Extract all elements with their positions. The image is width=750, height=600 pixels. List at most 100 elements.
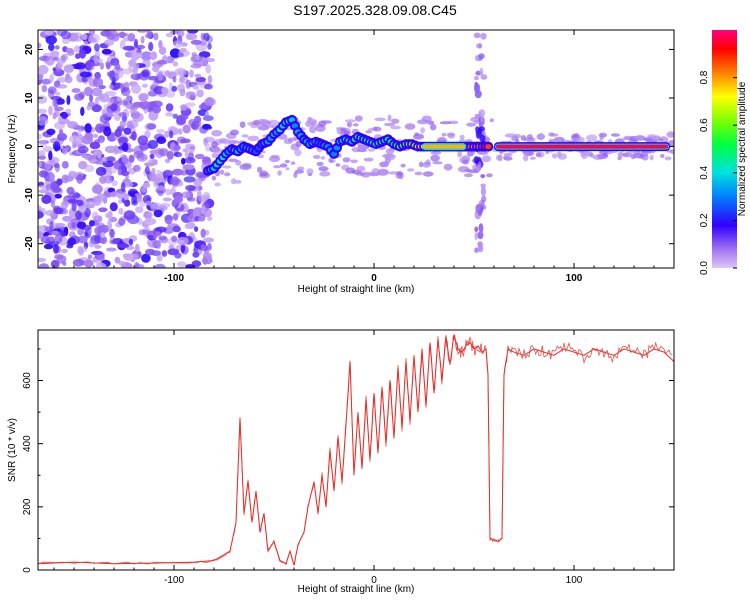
- streak-blob: [474, 247, 479, 253]
- noise-blob: [146, 30, 152, 39]
- noise-blob: [138, 141, 149, 152]
- noise-blob: [182, 124, 191, 134]
- halo-blob: [345, 167, 356, 174]
- noise-blob: [170, 30, 180, 35]
- halo-blob: [365, 130, 373, 134]
- snr-line-detail: [38, 334, 673, 567]
- snr-series: [38, 334, 674, 567]
- noise-blob: [153, 209, 163, 218]
- noise-blob: [71, 201, 77, 212]
- noise-blob: [202, 252, 212, 260]
- noise-blob: [114, 63, 121, 70]
- halo-blob: [430, 154, 440, 162]
- noise-blob: [180, 138, 191, 144]
- noise-blob: [147, 237, 158, 248]
- noise-blob: [48, 150, 53, 161]
- spectral-ridge: [203, 114, 670, 176]
- noise-blob: [177, 114, 189, 121]
- noise-blob: [48, 105, 53, 116]
- noise-blob: [145, 200, 153, 206]
- noise-blob: [91, 104, 102, 113]
- noise-blob: [56, 178, 63, 186]
- halo-blob: [309, 126, 317, 134]
- noise-blob: [81, 135, 94, 145]
- halo-blob: [391, 118, 400, 124]
- noise-blob: [156, 128, 165, 134]
- streak-blob: [480, 183, 487, 188]
- colorbar-tick-label: 0.0: [699, 261, 710, 275]
- noise-blob: [135, 243, 140, 253]
- halo-blob: [556, 151, 562, 158]
- noise-blob: [50, 200, 56, 208]
- halo-blob: [536, 133, 545, 141]
- noise-blob: [79, 205, 87, 214]
- halo-blob: [340, 128, 347, 132]
- noise-blob: [131, 83, 142, 94]
- halo-blob: [529, 156, 536, 160]
- noise-blob: [140, 186, 147, 193]
- noise-blob: [141, 70, 150, 77]
- halo-blob: [319, 171, 331, 177]
- y-tick-label: -10: [24, 187, 35, 202]
- noise-blob: [92, 77, 104, 88]
- halo-blob: [328, 157, 334, 163]
- noise-blob: [67, 237, 76, 246]
- noise-blob: [149, 153, 155, 159]
- halo-blob: [441, 132, 447, 137]
- halo-blob: [457, 151, 463, 158]
- noise-blob: [77, 145, 89, 154]
- noise-blob: [151, 100, 163, 108]
- noise-blob: [145, 165, 150, 175]
- noise-blob: [118, 207, 124, 215]
- noise-blob: [72, 192, 81, 199]
- noise-blob: [164, 214, 173, 225]
- noise-blob: [92, 195, 101, 206]
- noise-blob: [38, 108, 47, 114]
- noise-blob: [95, 123, 105, 134]
- halo-blob: [414, 171, 423, 176]
- noise-blob: [164, 158, 171, 164]
- halo-blob: [284, 159, 290, 164]
- noise-blob: [185, 143, 196, 150]
- x-tick-label: 100: [566, 273, 583, 284]
- noise-blob: [198, 216, 206, 222]
- noise-blob: [60, 231, 66, 237]
- noise-blob: [123, 193, 129, 201]
- noise-blob: [83, 40, 89, 47]
- noise-blob: [185, 102, 196, 107]
- noise-blob: [184, 151, 189, 158]
- halo-blob: [504, 133, 517, 138]
- noise-blob: [111, 180, 118, 187]
- noise-blob: [155, 231, 162, 237]
- noise-blob: [67, 121, 78, 129]
- halo-blob: [586, 134, 598, 142]
- noise-blob: [38, 42, 42, 48]
- halo-blob: [320, 156, 326, 160]
- snr-ticks: -100 0 100 0 200 400 600: [22, 330, 675, 586]
- noise-blob: [66, 95, 71, 106]
- halo-blob: [464, 173, 473, 178]
- noise-blob: [52, 112, 57, 120]
- streak-blob: [478, 119, 485, 126]
- halo-blob: [346, 121, 352, 128]
- halo-blob: [481, 155, 491, 163]
- halo-blob: [404, 123, 416, 130]
- noise-blob: [121, 142, 129, 152]
- noise-blob: [124, 199, 131, 207]
- noise-blob: [71, 88, 81, 93]
- streak-blob: [478, 43, 482, 49]
- noise-blob: [194, 73, 202, 78]
- noise-blob: [172, 40, 184, 48]
- streak-blob: [479, 224, 484, 234]
- noise-blob: [42, 145, 53, 153]
- halo-blob: [277, 170, 282, 176]
- noise-blob: [200, 244, 206, 250]
- noise-blob: [98, 207, 108, 213]
- halo-blob: [597, 154, 606, 159]
- halo-blob: [486, 173, 493, 178]
- streak-blob: [474, 84, 481, 92]
- ridge-core: [291, 123, 299, 129]
- noise-blob: [79, 71, 92, 78]
- noise-blob: [74, 93, 85, 101]
